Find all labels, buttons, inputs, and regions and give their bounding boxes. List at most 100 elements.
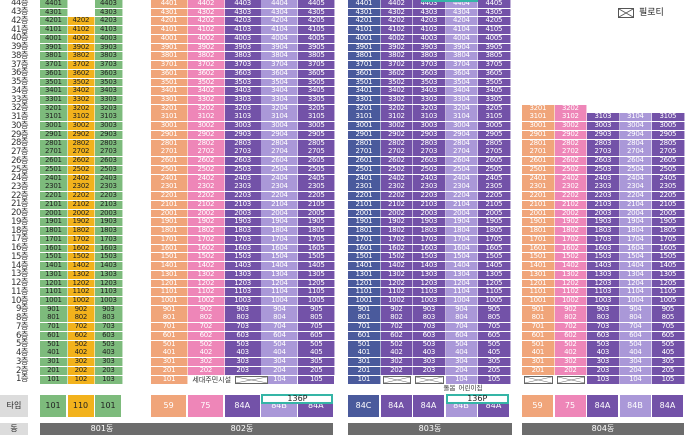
unit-cell: 3904 — [261, 44, 298, 52]
unit-cell: 1404 — [620, 262, 653, 270]
unit-cell: 1904 — [446, 218, 479, 226]
unit-cell: 1504 — [620, 253, 653, 261]
unit-cell: 2904 — [620, 131, 653, 139]
unit-cell: 2105 — [652, 201, 685, 209]
unit-cell: 1102 — [381, 288, 414, 296]
unit-cell: 3003 — [225, 122, 262, 130]
unit-cell: 305 — [298, 358, 335, 366]
unit-cell: 1101 — [40, 288, 68, 296]
unit-cell: 4301 — [348, 9, 381, 17]
unit-cell: 1601 — [348, 245, 381, 253]
unit-cell: 3103 — [95, 113, 123, 121]
unit-cell: 2703 — [413, 148, 446, 156]
unit-cell: 101 — [348, 376, 381, 384]
unit-cell: 2505 — [298, 166, 335, 174]
unit-cell: 3402 — [188, 87, 225, 95]
unit-cell: 3005 — [478, 122, 511, 130]
unit-cell: 1601 — [522, 245, 555, 253]
pilotis-x-box-icon — [524, 376, 553, 384]
unit-cell: 2702 — [555, 148, 588, 156]
unit-cell: 4002 — [188, 35, 225, 43]
unit-type-box: 84A — [587, 395, 618, 417]
unit-cell: 202 — [381, 367, 414, 375]
unit-cell: 405 — [652, 349, 685, 357]
unit-cell: 201 — [522, 367, 555, 375]
unit-cell: 2003 — [225, 210, 262, 218]
unit-cell: 902 — [68, 306, 96, 314]
unit-cell: 2901 — [522, 131, 555, 139]
unit-cell: 701 — [348, 323, 381, 331]
unit-cell: 3104 — [620, 113, 653, 121]
unit-cell: 3003 — [587, 122, 620, 130]
unit-cell: 1004 — [261, 297, 298, 305]
unit-cell: 104 — [446, 376, 479, 384]
unit-cell: 4302 — [381, 9, 414, 17]
unit-cell: 4204 — [446, 17, 479, 25]
unit-cell: 2303 — [413, 183, 446, 191]
unit-cell: 1805 — [652, 227, 685, 235]
unit-cell: 2502 — [68, 166, 96, 174]
unit-cell: 3105 — [298, 113, 335, 121]
unit-cell: 1305 — [298, 271, 335, 279]
unit-cell: 1203 — [587, 280, 620, 288]
unit-cell: 105 — [298, 376, 334, 384]
unit-cell: 203 — [413, 367, 446, 375]
unit-cell: 2505 — [478, 166, 511, 174]
unit-cell: 2904 — [446, 131, 479, 139]
unit-cell: 4001 — [151, 35, 188, 43]
unit-cell: 3001 — [40, 122, 68, 130]
unit-cell: 2001 — [348, 210, 381, 218]
unit-cell: 1501 — [151, 253, 188, 261]
unit-cell: 2903 — [413, 131, 446, 139]
unit-cell: 3302 — [188, 96, 225, 104]
unit-cell: 3903 — [413, 44, 446, 52]
unit-cell: 3602 — [188, 70, 225, 78]
unit-cell: 4001 — [348, 35, 381, 43]
unit-cell: 2602 — [188, 157, 225, 165]
unit-cell: 1804 — [261, 227, 298, 235]
unit-cell: 3901 — [348, 44, 381, 52]
unit-cell: 1703 — [95, 236, 123, 244]
unit-cell: 1903 — [413, 218, 446, 226]
unit-cell: 3901 — [40, 44, 68, 52]
unit-cell: 2504 — [261, 166, 298, 174]
unit-cell: 1705 — [478, 236, 511, 244]
unit-cell: 1805 — [298, 227, 335, 235]
unit-cell: 3204 — [446, 105, 479, 113]
unit-cell: 1802 — [555, 227, 588, 235]
unit-cell: 2005 — [298, 210, 335, 218]
unit-cell: 804 — [620, 314, 653, 322]
unit-cell: 3702 — [68, 61, 96, 69]
unit-cell: 4203 — [95, 17, 123, 25]
unit-cell: 801 — [151, 314, 188, 322]
unit-cell: 2701 — [151, 148, 188, 156]
unit-cell: 4202 — [68, 17, 96, 25]
unit-cell: 1505 — [478, 253, 511, 261]
unit-cell: 2402 — [188, 175, 225, 183]
unit-cell: 4201 — [348, 17, 381, 25]
unit-cell: 2705 — [652, 148, 685, 156]
unit-cell: 2405 — [652, 175, 685, 183]
unit-cell: 3902 — [68, 44, 96, 52]
unit-cell: 3502 — [381, 79, 414, 87]
unit-cell: 2701 — [40, 148, 68, 156]
unit-cell: 2303 — [587, 183, 620, 191]
unit-cell: 2603 — [95, 157, 123, 165]
unit-type-box: 84A — [652, 395, 683, 417]
unit-cell: 2304 — [261, 183, 298, 191]
unit-cell: 703 — [225, 323, 262, 331]
unit-cell: 1105 — [478, 288, 511, 296]
unit-cell: 1201 — [522, 280, 555, 288]
unit-cell: 4405 — [478, 0, 511, 8]
unit-cell: 2002 — [381, 210, 414, 218]
unit-cell: 1203 — [413, 280, 446, 288]
pilotis-x-box-icon — [618, 8, 634, 18]
unit-cell: 505 — [652, 341, 685, 349]
unit-cell: 2502 — [188, 166, 225, 174]
unit-cell: 1701 — [151, 236, 188, 244]
unit-cell: 3805 — [478, 52, 511, 60]
unit-cell: 2905 — [652, 131, 685, 139]
unit-cell: 604 — [261, 332, 298, 340]
unit-cell: 2204 — [446, 192, 479, 200]
unit-cell: 2301 — [522, 183, 555, 191]
